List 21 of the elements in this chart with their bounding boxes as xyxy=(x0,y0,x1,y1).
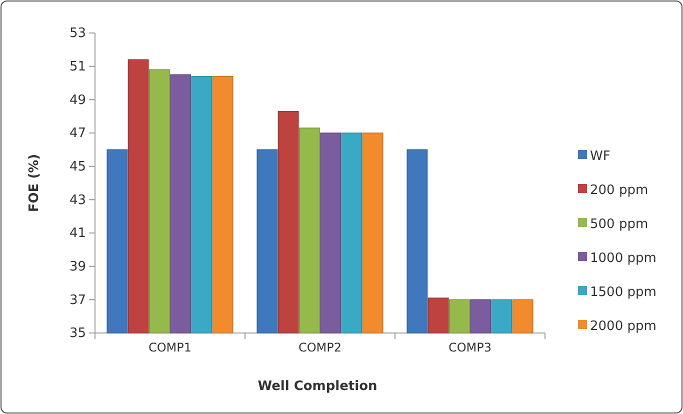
legend-label: WF xyxy=(590,149,610,164)
y-tick-label: 39 xyxy=(69,259,86,274)
x-tick-label: COMP1 xyxy=(148,340,192,355)
y-tick-label: 41 xyxy=(69,226,86,242)
legend-label: 1000 ppm xyxy=(590,251,656,266)
y-tick-label: 51 xyxy=(69,59,86,74)
legend-label: 1500 ppm xyxy=(590,285,656,300)
legend-label: 200 ppm xyxy=(590,183,648,198)
y-tick-label: 37 xyxy=(69,292,86,308)
y-tick-label: 35 xyxy=(69,326,86,342)
legend-label: 2000 ppm xyxy=(590,319,656,334)
x-axis-title: Well Completion xyxy=(258,379,378,394)
y-tick-label: 53 xyxy=(69,26,86,42)
y-tick-label: 49 xyxy=(69,92,86,108)
y-tick-label: 45 xyxy=(69,159,86,174)
x-tick-label: COMP2 xyxy=(298,340,342,355)
y-axis-title: FOE (%) xyxy=(27,154,42,212)
x-tick-label: COMP3 xyxy=(448,340,492,355)
legend-label: 500 ppm xyxy=(590,217,648,232)
y-tick-label: 47 xyxy=(69,126,86,142)
y-tick-label: 43 xyxy=(69,192,86,208)
